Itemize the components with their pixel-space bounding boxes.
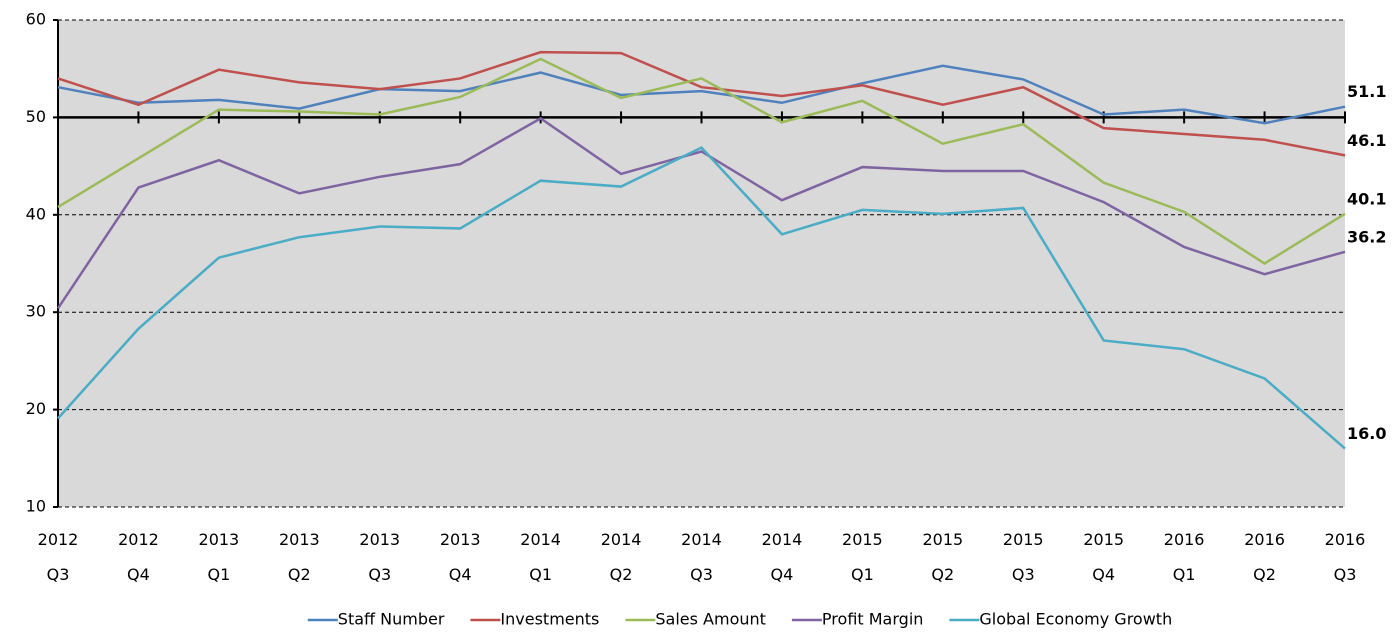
x-tick-label: 2015 Q4 [1083, 530, 1124, 584]
x-tick-line: 2015 [922, 530, 963, 549]
legend-label: Profit Margin [822, 610, 923, 629]
x-tick-label: 2012 Q3 [38, 530, 79, 584]
y-tick-label: 10 [26, 497, 46, 516]
series-line [57, 146, 1346, 450]
x-tick-line: Q2 [1253, 565, 1276, 584]
y-tick-label: 40 [26, 204, 46, 223]
data-label: 51.1 [1347, 82, 1386, 101]
x-tick-line: Q4 [449, 565, 472, 584]
x-tick-line: Q1 [529, 565, 552, 584]
x-tick-line: 2015 [842, 530, 883, 549]
x-tick-line: Q4 [771, 565, 794, 584]
x-tick-label: 2013 Q2 [279, 530, 320, 584]
x-tick-label: 2016 Q2 [1244, 530, 1285, 584]
data-label: 40.1 [1347, 189, 1386, 208]
x-tick-line: Q2 [931, 565, 954, 584]
x-tick-line: 2014 [601, 530, 642, 549]
x-tick-line: Q1 [207, 565, 230, 584]
y-tick-label: 20 [26, 399, 46, 418]
legend-label: Investments [500, 610, 599, 629]
x-tick-line: 2016 [1325, 530, 1366, 549]
x-tick-label: 2014 Q1 [520, 530, 561, 584]
legend-item: Sales Amount [625, 610, 766, 629]
legend-item: Global Economy Growth [949, 610, 1172, 629]
series-line [57, 50, 1346, 157]
data-label: 46.1 [1347, 131, 1386, 150]
x-tick-line: 2012 [38, 530, 79, 549]
x-tick-line: 2014 [520, 530, 561, 549]
x-tick-label: 2015 Q2 [922, 530, 963, 584]
x-tick-line: Q2 [610, 565, 633, 584]
x-tick-line: Q4 [1092, 565, 1115, 584]
x-tick-label: 2014 Q3 [681, 530, 722, 584]
legend-item: Staff Number [307, 610, 445, 629]
x-tick-line: 2013 [279, 530, 320, 549]
legend-label: Staff Number [338, 610, 445, 629]
series-line [57, 64, 1346, 125]
plot-area [58, 20, 1345, 507]
series-line [56, 116, 1346, 309]
x-tick-line: 2016 [1164, 530, 1205, 549]
x-tick-line: 2012 [118, 530, 159, 549]
x-tick-label: 2013 Q1 [199, 530, 240, 584]
legend-item: Profit Margin [791, 610, 923, 629]
x-tick-line: 2016 [1244, 530, 1285, 549]
x-tick-line: Q1 [851, 565, 874, 584]
x-tick-line: 2014 [681, 530, 722, 549]
y-tick-label: 50 [26, 107, 46, 126]
x-tick-label: 2012 Q4 [118, 530, 159, 584]
x-tick-line: Q3 [368, 565, 391, 584]
legend-item: Investments [470, 610, 599, 629]
data-label: 36.2 [1347, 227, 1386, 246]
x-tick-line: Q3 [1012, 565, 1035, 584]
y-tick-label: 30 [26, 302, 46, 321]
data-label: 16.0 [1347, 424, 1386, 443]
x-tick-line: 2015 [1083, 530, 1124, 549]
x-tick-label: 2016 Q3 [1325, 530, 1366, 584]
x-tick-label: 2013 Q3 [359, 530, 400, 584]
x-tick-label: 2013 Q4 [440, 530, 481, 584]
x-tick-line: 2013 [359, 530, 400, 549]
legend-label: Global Economy Growth [979, 610, 1172, 629]
legend-label: Sales Amount [655, 610, 766, 629]
x-tick-line: 2015 [1003, 530, 1044, 549]
x-tick-label: 2016 Q1 [1164, 530, 1205, 584]
x-tick-label: 2014 Q4 [762, 530, 803, 584]
x-tick-line: 2013 [440, 530, 481, 549]
x-tick-line: 2014 [762, 530, 803, 549]
x-tick-label: 2015 Q1 [842, 530, 883, 584]
x-tick-label: 2015 Q3 [1003, 530, 1044, 584]
x-tick-line: Q3 [1334, 565, 1357, 584]
x-tick-line: 2013 [199, 530, 240, 549]
x-tick-line: Q1 [1173, 565, 1196, 584]
series-line [57, 57, 1346, 265]
x-tick-line: Q4 [127, 565, 150, 584]
x-tick-line: Q3 [690, 565, 713, 584]
x-tick-line: Q3 [47, 565, 70, 584]
x-tick-line: Q2 [288, 565, 311, 584]
y-tick-label: 60 [26, 10, 46, 29]
x-tick-label: 2014 Q2 [601, 530, 642, 584]
